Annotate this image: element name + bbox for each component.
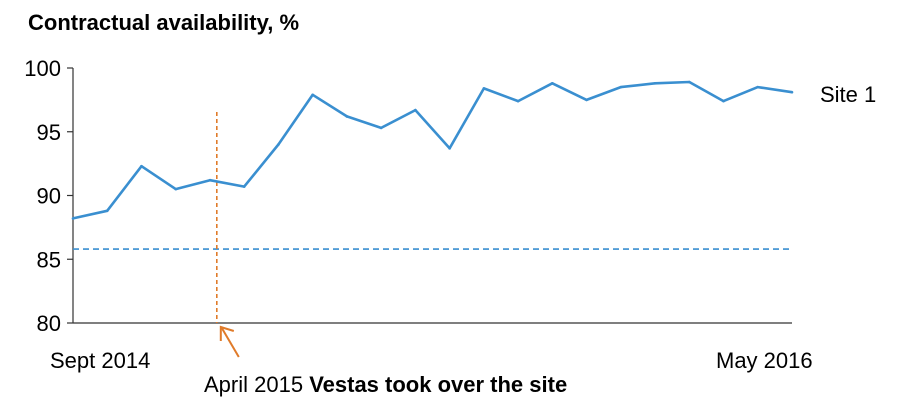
series-point [722, 99, 725, 103]
series-point [277, 143, 280, 146]
series-point [242, 185, 246, 188]
event-annotation: April 2015 Vestas took over the site [204, 372, 567, 397]
x-label-start: Sept 2014 [50, 348, 150, 373]
y-axis: 80 85 90 95 100 [24, 56, 74, 336]
series-point [653, 82, 657, 85]
series-point [311, 93, 314, 97]
y-tick-label: 85 [37, 247, 61, 272]
series-point [482, 87, 486, 90]
series-point [619, 85, 623, 89]
series-point [585, 98, 588, 102]
y-tick-label: 95 [37, 120, 61, 145]
series-points [71, 80, 794, 220]
event-arrow-icon [219, 325, 240, 358]
series-point [448, 147, 451, 150]
series-point [414, 108, 417, 112]
y-tick-label: 80 [37, 311, 61, 336]
event-arrow-shaft [220, 327, 240, 358]
series-point [756, 85, 760, 89]
series-point [687, 80, 691, 84]
series-point [105, 209, 109, 213]
series-point [516, 99, 520, 103]
series-point [790, 90, 794, 94]
event-arrow-head [219, 325, 235, 341]
series-point [208, 178, 212, 182]
series-line-site-1 [72, 80, 793, 220]
series-label: Site 1 [820, 82, 876, 107]
series-point [345, 115, 349, 118]
chart-title: Contractual availability, % [28, 10, 299, 35]
series-point [379, 126, 383, 130]
event-annotation-date: April 2015 [204, 372, 309, 397]
series-point [71, 217, 75, 220]
series-point [174, 187, 178, 191]
y-tick-label: 100 [24, 56, 61, 81]
event-annotation-text: Vestas took over the site [309, 372, 567, 397]
y-tick-label: 90 [37, 184, 61, 209]
series-point [140, 164, 143, 168]
series-point [551, 82, 554, 85]
x-label-end: May 2016 [716, 348, 813, 373]
